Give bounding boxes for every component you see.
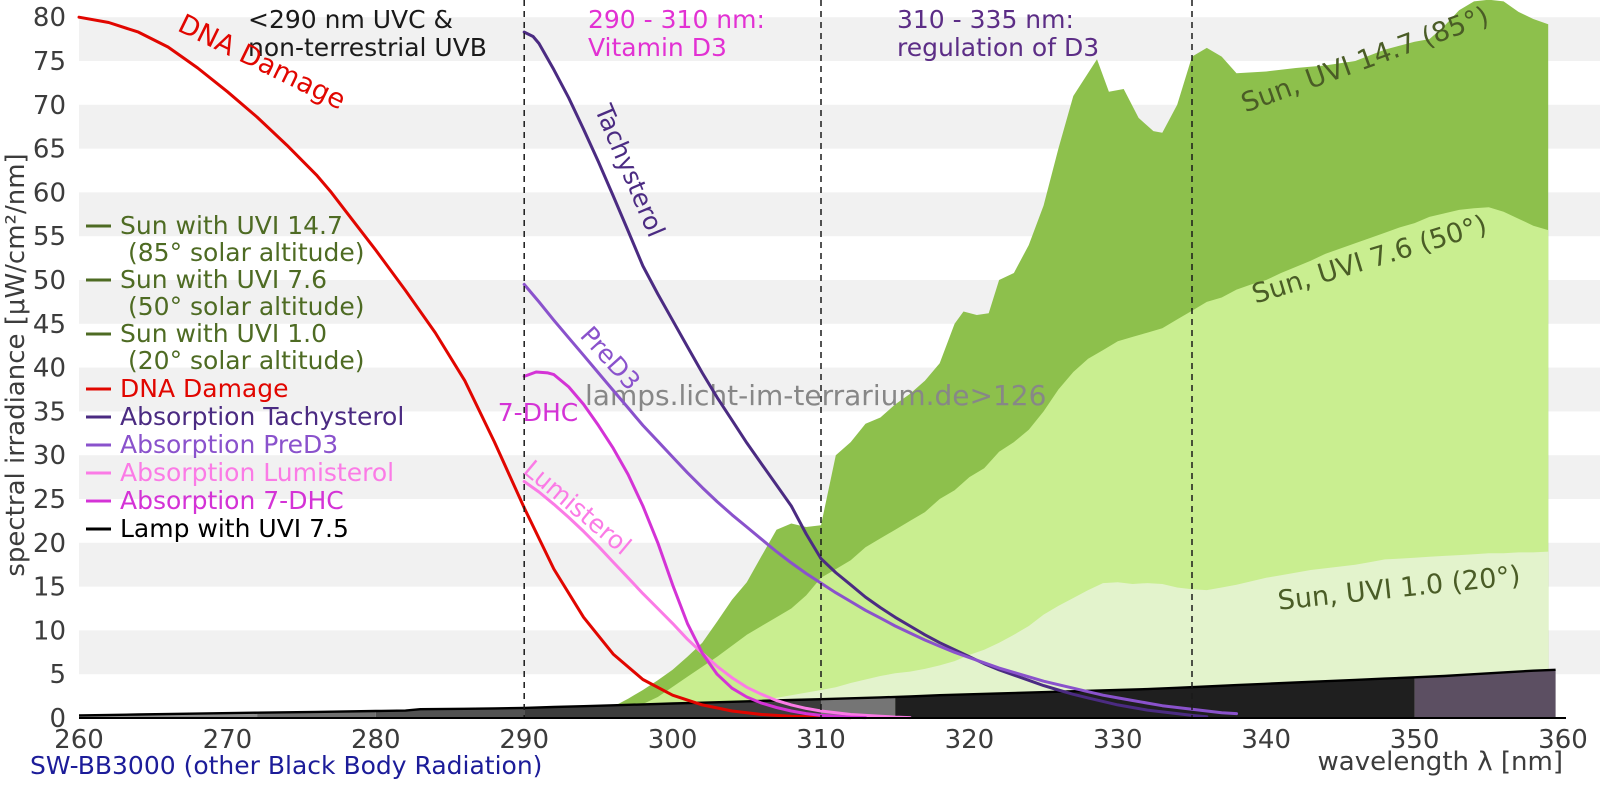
y-tick-label: 0 <box>49 704 66 734</box>
x-tick-label: 350 <box>1390 725 1440 755</box>
y-axis-title: spectral irradiance [μW/cm²/nm] <box>1 153 31 576</box>
y-tick-label: 60 <box>33 178 66 208</box>
lamp-area-segment <box>895 677 1415 718</box>
legend-row: Absorption Tachysterol <box>120 402 404 431</box>
lamp-area-segment <box>1414 669 1556 718</box>
x-tick-label: 310 <box>796 725 846 755</box>
x-tick-label: 260 <box>54 725 104 755</box>
legend-row: Sun with UVI 7.6 <box>120 265 327 294</box>
x-tick-label: 330 <box>1093 725 1143 755</box>
curve-pred3 <box>522 282 1238 716</box>
x-tick-label: 290 <box>499 725 549 755</box>
curve-dna-damage <box>77 15 853 720</box>
curve-7dhc <box>522 370 867 720</box>
y-tick-label: 80 <box>33 3 66 33</box>
footer-note: SW-BB3000 (other Black Body Radiation) <box>30 751 542 780</box>
y-tick-label: 25 <box>33 485 66 515</box>
x-tick-label: 270 <box>203 725 253 755</box>
y-tick-label: 30 <box>33 441 66 471</box>
annotation-vitd3: Vitamin D3 <box>588 33 727 62</box>
x-tick-label: 300 <box>648 725 698 755</box>
curve-tachysterol <box>522 30 1209 719</box>
y-tick-label: 40 <box>33 354 66 384</box>
legend-row: (50° solar altitude) <box>128 292 365 321</box>
legend-row: Sun with UVI 14.7 <box>120 211 343 240</box>
annotation-uvc: <290 nm UVC & <box>248 5 453 34</box>
legend-row: (85° solar altitude) <box>128 238 365 267</box>
y-tick-label: 65 <box>33 135 66 165</box>
y-tick-label: 10 <box>33 616 66 646</box>
y-tick-label: 5 <box>49 660 66 690</box>
x-tick-label: 340 <box>1241 725 1291 755</box>
annotation-vitd3: 290 - 310 nm: <box>588 5 765 34</box>
annotation-regd3: 310 - 335 nm: <box>897 5 1074 34</box>
y-tick-label: 20 <box>33 529 66 559</box>
curve-lumisterol <box>522 480 912 720</box>
x-tick-label: 360 <box>1538 725 1588 755</box>
legend-row: Sun with UVI 1.0 <box>120 319 327 348</box>
legend-row: DNA Damage <box>120 374 289 403</box>
y-tick-label: 35 <box>33 397 66 427</box>
legend-row: (20° solar altitude) <box>128 346 365 375</box>
lamp-spectrum-line <box>78 668 1556 717</box>
y-tick-label: 15 <box>33 573 66 603</box>
x-tick-label: 320 <box>945 725 995 755</box>
legend-row: Absorption 7-DHC <box>120 486 344 515</box>
y-tick-label: 50 <box>33 266 66 296</box>
legend-row: Absorption Lumisterol <box>120 458 394 487</box>
y-tick-label: 75 <box>33 47 66 77</box>
x-tick-label: 280 <box>351 725 401 755</box>
grid-stripe <box>79 17 1600 61</box>
legend-row: Absorption PreD3 <box>120 430 338 459</box>
sun-area-uvi10 <box>642 551 1549 718</box>
legend-row: Lamp with UVI 7.5 <box>120 514 349 543</box>
y-tick-label: 45 <box>33 310 66 340</box>
watermark: lamps.licht-im-terrarium.de>126 <box>585 379 1046 412</box>
x-axis-title: wavelength λ [nm] <box>1318 747 1563 777</box>
y-tick-label: 55 <box>33 222 66 252</box>
y-tick-label: 70 <box>33 91 66 121</box>
curve-label: 7-DHC <box>498 398 578 427</box>
annotation-regd3: regulation of D3 <box>897 33 1099 62</box>
annotation-uvc: non-terrestrial UVB <box>248 33 487 62</box>
